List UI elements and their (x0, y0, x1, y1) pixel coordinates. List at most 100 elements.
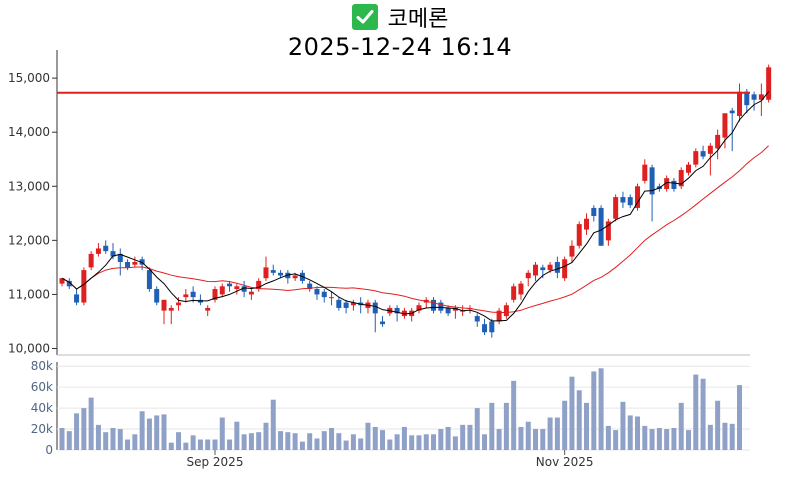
candle-body (613, 197, 619, 219)
candle-body (416, 305, 422, 311)
volume-bar (474, 408, 480, 450)
candle-body (234, 286, 240, 290)
volume-bars (59, 368, 743, 450)
volume-bar (161, 414, 167, 450)
volume-bar (591, 371, 597, 450)
candle-body (642, 164, 648, 181)
candle-body (452, 307, 458, 311)
candle-body (547, 264, 553, 271)
volume-bar (358, 438, 364, 450)
volume-bar (125, 439, 131, 450)
volume-bar (737, 385, 743, 450)
volume-bar (584, 402, 590, 450)
moving-average-short (61, 91, 769, 322)
volume-bar (423, 434, 429, 450)
volume-bar (380, 430, 386, 450)
candle-body (496, 310, 502, 322)
volume-bar (81, 408, 87, 450)
volume-bar (154, 415, 160, 450)
x-tick-label: Nov 2025 (536, 455, 594, 469)
candle-body (321, 291, 327, 298)
candle-body (336, 299, 342, 308)
candle-body (270, 270, 276, 273)
volume-tick-label: 20k (31, 422, 53, 436)
price-tick-label: 11,000 (8, 287, 50, 301)
candle-body (700, 151, 706, 157)
volume-bar (365, 422, 371, 450)
candle-body (88, 253, 94, 268)
volume-bar (547, 417, 553, 450)
volume-bar (518, 426, 524, 450)
volume-bar (285, 432, 291, 450)
candle-body (372, 302, 378, 314)
volume-bar (496, 429, 502, 450)
candle-body (620, 197, 626, 203)
volume-bar (110, 428, 116, 450)
volume-bar (292, 433, 298, 450)
candle-body (183, 294, 189, 298)
candle-body (474, 316, 480, 322)
candle-body (678, 170, 684, 187)
candle-body (489, 321, 495, 333)
candle-body (569, 245, 575, 257)
price-tick-label: 12,000 (8, 233, 50, 247)
price-tick-label: 13,000 (8, 179, 50, 193)
volume-bar (219, 417, 225, 450)
volume-bar (227, 439, 233, 450)
candle-body (154, 289, 160, 303)
moving-average-long (61, 145, 769, 313)
volume-bar (234, 421, 240, 450)
chart-title: 코메론 (0, 0, 800, 34)
candle-body (95, 248, 101, 254)
candle-body (576, 224, 582, 246)
volume-bar (715, 400, 721, 450)
candle-body (241, 286, 247, 292)
volume-bar (299, 441, 305, 450)
candle-body (176, 302, 182, 306)
volume-bar (605, 425, 611, 450)
volume-tick-label: 0 (45, 443, 53, 457)
volume-bar (554, 417, 560, 450)
candle-body (110, 251, 116, 257)
candle-body (715, 134, 721, 149)
x-tick-label: Sep 2025 (186, 455, 243, 469)
volume-bar (503, 402, 509, 450)
volume-bar (336, 433, 342, 450)
volume-bar (59, 428, 65, 450)
check-icon (351, 4, 378, 30)
volume-bar (598, 368, 604, 450)
volume-bar (95, 424, 101, 450)
candle-body (66, 280, 72, 287)
candle-body (737, 91, 743, 116)
volume-bar (321, 431, 327, 450)
candle-body (591, 207, 597, 217)
volume-bar (635, 416, 641, 450)
candle-body (518, 283, 524, 295)
candle-body (445, 307, 451, 314)
volume-bar (66, 431, 72, 450)
volume-bar (729, 423, 735, 450)
candle-body (671, 180, 677, 189)
volume-bar (256, 432, 262, 450)
candle-body (482, 324, 488, 333)
volume-bar (678, 402, 684, 450)
volume-bar (460, 424, 466, 450)
volume-bar (241, 434, 247, 450)
volume-bar (205, 439, 211, 450)
chart-timestamp: 2025-12-24 16:14 (287, 33, 513, 61)
price-tick-label: 15,000 (8, 71, 50, 85)
candle-body (256, 280, 262, 290)
candle-body (686, 164, 692, 173)
volume-bar (74, 413, 80, 450)
volume-bar (642, 425, 648, 450)
price-tick-label: 14,000 (8, 125, 50, 139)
volume-bar (664, 429, 670, 450)
candle-body (503, 305, 509, 317)
candle-body (598, 207, 604, 246)
candle-body (438, 302, 444, 311)
candle-body (168, 307, 174, 311)
x-axis-ticks: Sep 2025 Nov 2025 (186, 450, 594, 469)
candles (59, 64, 772, 338)
candle-body (729, 110, 735, 114)
